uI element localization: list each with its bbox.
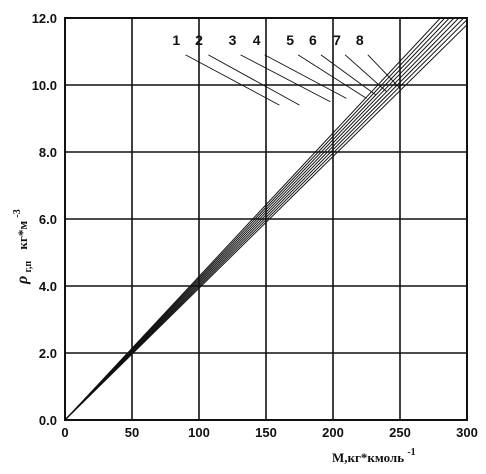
- x-tick-labels: 0 50 100 150 200 250 300: [61, 425, 477, 440]
- curve-label-4: 4: [253, 32, 261, 48]
- x-tick-label: 150: [255, 425, 277, 440]
- curve-label-7: 7: [333, 32, 341, 48]
- series-line-2: [65, 19, 467, 420]
- x-axis-label-sup: -1: [407, 447, 415, 458]
- y-tick-label: 6.0: [39, 212, 57, 227]
- plot-frame: [64, 17, 468, 421]
- curve-label-6: 6: [309, 32, 317, 48]
- series-line-1: [65, 24, 467, 420]
- curve-label-8: 8: [356, 32, 364, 48]
- y-tick-label: 2.0: [39, 346, 57, 361]
- x-tick-label: 200: [322, 425, 344, 440]
- x-tick-label: 250: [389, 425, 411, 440]
- leader-line-1: [185, 54, 280, 106]
- series-line-6: [65, 18, 451, 420]
- leader-line-5: [297, 54, 367, 99]
- series-line-3: [65, 18, 465, 420]
- curve-label-1: 1: [172, 32, 180, 48]
- leader-line-4: [264, 54, 347, 99]
- curve-label-5: 5: [286, 32, 294, 48]
- x-axis-label-main: M,кг*кмоль: [332, 450, 404, 465]
- y-axis-label-main: ρ: [14, 276, 31, 285]
- y-axis-label-sub: г,п: [23, 261, 34, 273]
- curve-label-2: 2: [195, 32, 203, 48]
- y-tick-label: 4.0: [39, 279, 57, 294]
- label-leader-lines: [185, 54, 401, 106]
- y-tick-label: 0.0: [39, 413, 57, 428]
- y-tick-label: 10.0: [32, 78, 57, 93]
- y-axis-label: ρ г,п кг*м -3: [12, 209, 34, 285]
- leader-line-3: [240, 54, 331, 103]
- y-tick-label: 8.0: [39, 145, 57, 160]
- series-lines: [65, 18, 467, 420]
- x-tick-label: 100: [188, 425, 210, 440]
- series-line-4: [65, 18, 460, 420]
- x-tick-label: 50: [125, 425, 139, 440]
- x-tick-label: 300: [456, 425, 478, 440]
- series-line-7: [65, 18, 446, 420]
- leader-line-7: [344, 54, 387, 93]
- leader-line-8: [367, 54, 401, 89]
- curve-label-3: 3: [229, 32, 237, 48]
- y-tick-labels: 0.0 2.0 4.0 6.0 8.0 10.0 12.0: [32, 11, 57, 428]
- y-tick-label: 12.0: [32, 11, 57, 26]
- series-line-8: [65, 18, 442, 420]
- leader-line-6: [320, 54, 377, 96]
- x-tick-label: 0: [61, 425, 68, 440]
- x-axis-label: M,кг*кмоль -1: [332, 447, 416, 465]
- leader-line-2: [208, 54, 300, 106]
- y-axis-label-sup: -3: [12, 209, 23, 217]
- series-line-5: [65, 18, 455, 420]
- y-axis-label-unit: кг*м: [15, 221, 30, 250]
